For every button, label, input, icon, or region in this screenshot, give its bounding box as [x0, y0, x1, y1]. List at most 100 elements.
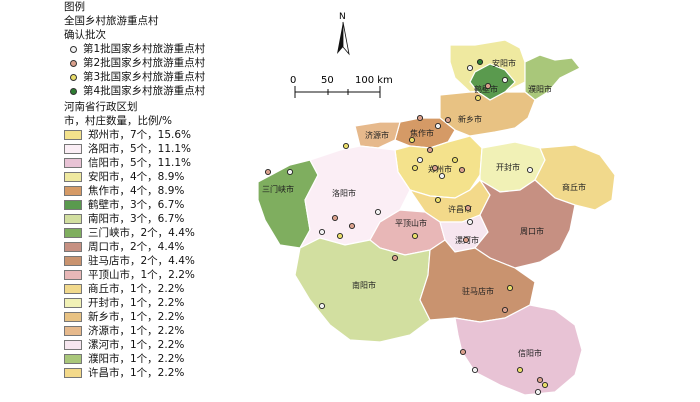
village-marker [466, 64, 474, 72]
region-swatch [64, 158, 82, 168]
village-marker [451, 156, 459, 164]
region-swatch [64, 214, 82, 224]
legend-region-item: 平顶山市，1个，2.2% [64, 268, 304, 282]
city-label-zhengzhou: 郑州市 [428, 164, 452, 174]
legend-region-label: 许昌市，1个，2.2% [88, 367, 185, 379]
legend-region-item: 洛阳市，5个，11.1% [64, 142, 304, 156]
village-marker [466, 218, 474, 226]
village-marker [476, 58, 484, 66]
region-swatch [64, 200, 82, 210]
village-marker [541, 381, 549, 389]
legend-batch-label: 第4批国家乡村旅游重点村 [83, 85, 206, 97]
legend-region-label: 开封市，1个，2.2% [88, 297, 185, 309]
scale-tick-50: 50 [321, 75, 334, 86]
village-marker [474, 94, 482, 102]
village-marker [416, 156, 424, 164]
batch-marker-icon [70, 45, 77, 53]
village-marker [408, 136, 416, 144]
city-label-zhoukou: 周口市 [520, 226, 544, 236]
region-swatch [64, 326, 82, 336]
legend-title: 图例 [64, 1, 85, 13]
village-marker [459, 348, 467, 356]
village-marker [501, 76, 509, 84]
legend-region-label: 安阳市，4个，8.9% [88, 171, 185, 183]
legend-region-item: 济源市，1个，2.2% [64, 324, 304, 338]
region-swatch [64, 130, 82, 140]
region-swatch [64, 312, 82, 322]
legend-subtitle: 全国乡村旅游重点村 [64, 15, 159, 27]
legend-batch-item: 第3批国家乡村旅游重点村 [64, 70, 304, 84]
city-label-luoyang: 洛阳市 [332, 188, 356, 198]
region-swatch [64, 354, 82, 364]
legend-region-heading-2: 市，村庄数量，比例/% [64, 115, 173, 127]
legend-region-label: 三门峡市，2个，4.4% [88, 227, 195, 239]
legend-region-item: 鹤壁市，3个，6.7% [64, 198, 304, 212]
region-shangqiu [534, 144, 616, 211]
region-swatch [64, 298, 82, 308]
scale-tick-100: 100 km [355, 75, 393, 86]
region-xinyang [454, 304, 583, 396]
legend-region-label: 商丘市，1个，2.2% [88, 283, 185, 295]
legend-region-label: 鹤壁市，3个，6.7% [88, 199, 185, 211]
village-marker [411, 164, 419, 172]
legend-batch-heading: 确认批次 [64, 29, 106, 41]
legend-region-item: 商丘市，1个，2.2% [64, 282, 304, 296]
legend-region-label: 焦作市，4个，8.9% [88, 185, 185, 197]
legend-region-item: 郑州市，7个，15.6% [64, 128, 304, 142]
region-swatch [64, 368, 82, 378]
legend-batch-label: 第1批国家乡村旅游重点村 [83, 43, 206, 55]
legend-batch-item: 第1批国家乡村旅游重点村 [64, 42, 304, 56]
village-marker [416, 114, 424, 122]
legend-region-label: 漯河市，1个，2.2% [88, 339, 185, 351]
city-label-shangqiu: 商丘市 [562, 182, 586, 192]
city-label-jiaozuo: 焦作市 [410, 128, 434, 138]
city-labels: 安阳市 鹤壁市 濮阳市 新乡市 济源市 焦作市 郑州市 开封市 商丘市 三门峡市… [262, 58, 586, 358]
region-swatch [64, 228, 82, 238]
city-label-xinxiang: 新乡市 [458, 114, 482, 124]
village-marker [536, 376, 544, 384]
legend-region-label: 周口市，2个，4.4% [88, 241, 185, 253]
village-marker [462, 236, 470, 244]
village-marker [444, 116, 452, 124]
village-marker [331, 214, 339, 222]
village-marker [464, 204, 472, 212]
village-marker [426, 146, 434, 154]
region-swatch [64, 186, 82, 196]
legend-region-label: 驻马店市，2个，4.4% [88, 255, 195, 267]
village-marker [438, 172, 446, 180]
city-label-kaifeng: 开封市 [496, 162, 520, 172]
region-puyang [524, 54, 581, 101]
legend-batch-item: 第2批国家乡村旅游重点村 [64, 56, 304, 70]
city-label-nanyang: 南阳市 [352, 280, 376, 290]
legend-region-item: 三门峡市，2个，4.4% [64, 226, 304, 240]
scale-tick-0: 0 [290, 75, 296, 86]
map-legend: 图例 全国乡村旅游重点村 确认批次 第1批国家乡村旅游重点村 第2批国家乡村旅游重… [64, 0, 304, 380]
legend-region-label: 信阳市，5个，11.1% [88, 157, 192, 169]
city-label-hebi: 鹤壁市 [474, 84, 498, 94]
village-marker [434, 122, 442, 130]
city-label-puyang: 濮阳市 [528, 84, 552, 94]
region-swatch [64, 242, 82, 252]
north-label: N [339, 12, 346, 22]
legend-region-item: 开封市，1个，2.2% [64, 296, 304, 310]
village-marker [434, 196, 442, 204]
city-label-jiyuan: 济源市 [365, 130, 389, 140]
city-label-xuchang: 许昌市 [448, 204, 472, 214]
village-marker [374, 208, 382, 216]
village-marker [471, 366, 479, 374]
legend-region-item: 新乡市，1个，2.2% [64, 310, 304, 324]
region-layer [257, 39, 616, 396]
city-label-zhumadian: 驻马店市 [462, 286, 494, 296]
region-list: 郑州市，7个，15.6% 洛阳市，5个，11.1% 信阳市，5个，11.1% 安阳市，… [64, 128, 304, 380]
city-label-xinyang: 信阳市 [518, 348, 542, 358]
village-marker [431, 164, 439, 172]
legend-region-heading-1: 河南省行政区划 [64, 101, 138, 113]
village-marker [526, 166, 534, 174]
city-label-anyang: 安阳市 [492, 58, 516, 68]
legend-region-item: 濮阳市，1个，2.2% [64, 352, 304, 366]
region-swatch [64, 256, 82, 266]
village-marker [348, 222, 356, 230]
legend-region-item: 安阳市，4个，8.9% [64, 170, 304, 184]
batch-marker-icon [70, 87, 77, 95]
village-marker [342, 142, 350, 150]
